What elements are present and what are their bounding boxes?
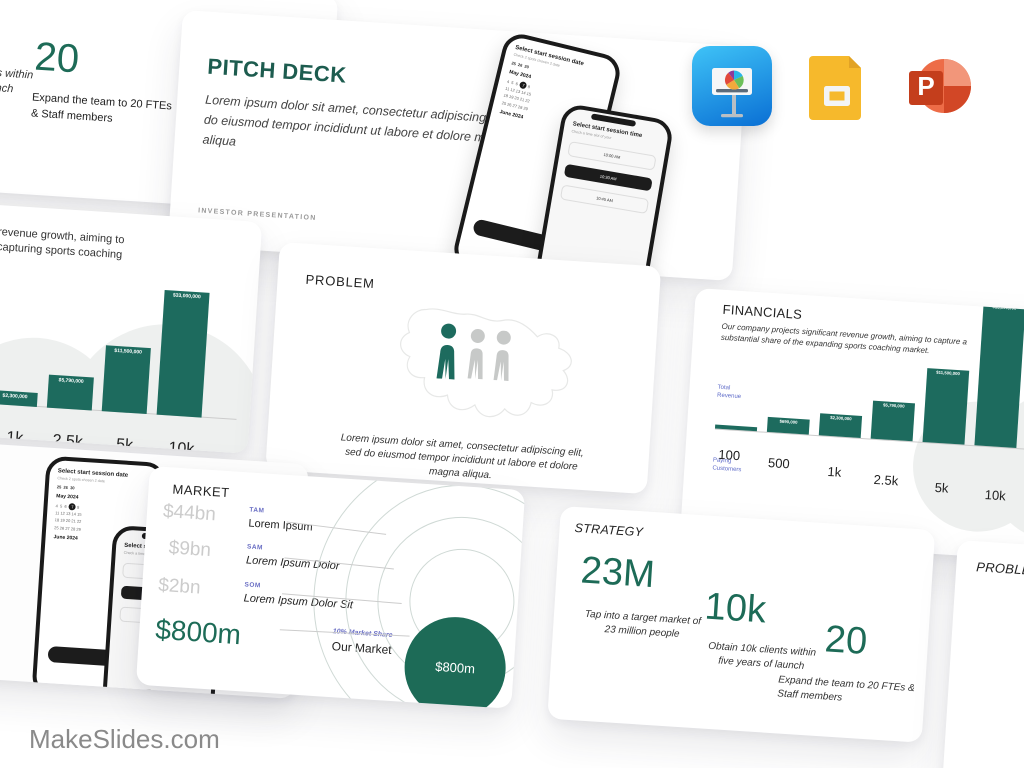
svg-text:P: P: [917, 71, 934, 101]
